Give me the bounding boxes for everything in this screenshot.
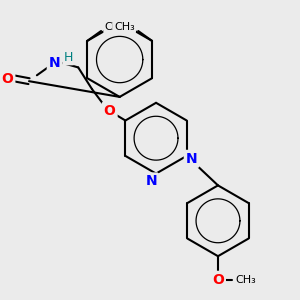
Text: O: O (212, 273, 224, 287)
Text: CH₃: CH₃ (114, 22, 135, 32)
Text: CH₃: CH₃ (236, 275, 256, 285)
Text: H: H (64, 51, 73, 64)
Text: N: N (186, 152, 197, 166)
Text: O: O (104, 104, 116, 118)
Text: N: N (49, 56, 60, 70)
Text: CH₃: CH₃ (104, 22, 125, 32)
Text: O: O (2, 72, 13, 86)
Text: N: N (145, 175, 157, 188)
